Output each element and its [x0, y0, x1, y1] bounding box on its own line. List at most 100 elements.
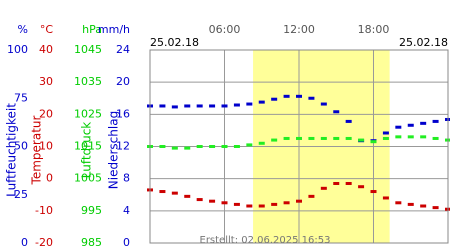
data-point — [209, 145, 216, 148]
data-point — [159, 190, 166, 194]
y-tick-label: 10 — [39, 140, 53, 153]
data-point — [159, 145, 166, 148]
data-point — [382, 196, 389, 200]
data-point — [432, 119, 439, 123]
y-tick-label: 24 — [116, 43, 130, 56]
x-tick-label: 06:00 — [209, 23, 241, 36]
data-point — [308, 194, 315, 198]
data-point — [407, 202, 414, 206]
data-point — [246, 102, 253, 106]
data-point — [382, 136, 389, 140]
data-point — [196, 198, 203, 202]
data-point — [333, 181, 340, 185]
data-point — [320, 136, 327, 140]
y-tick-label: 30 — [39, 75, 53, 88]
data-point — [221, 145, 228, 148]
plot-border — [149, 49, 449, 244]
data-point — [196, 104, 203, 108]
y-tick-label: -10 — [35, 204, 53, 217]
data-point — [296, 136, 302, 140]
data-point — [258, 100, 265, 104]
data-point — [345, 119, 352, 123]
data-point — [221, 201, 228, 205]
data-point — [171, 105, 178, 109]
y-tick-label: 50 — [14, 140, 28, 153]
data-point — [233, 103, 240, 107]
data-point — [345, 181, 352, 185]
x-tick-label: 12:00 — [283, 23, 315, 36]
data-point — [233, 202, 240, 206]
data-point — [184, 104, 191, 108]
data-point — [159, 104, 166, 108]
y-tick-label: 1045 — [74, 43, 102, 56]
data-point — [320, 186, 327, 190]
data-point — [171, 146, 178, 150]
data-point — [283, 136, 290, 140]
data-point — [333, 136, 340, 140]
data-point — [184, 146, 191, 150]
data-point — [395, 201, 402, 205]
y-tick-label: 12 — [116, 140, 130, 153]
credit: Erstellt: 02.06.2025 16:53 — [200, 235, 331, 246]
axis-title: Niederschlag — [107, 111, 121, 189]
data-point — [184, 194, 191, 198]
data-point — [382, 131, 389, 135]
data-point — [420, 204, 427, 208]
y-tick-label: -20 — [35, 236, 53, 249]
x-tick-label: 18:00 — [358, 23, 390, 36]
y-tick-label: 995 — [81, 204, 102, 217]
axis-unit: % — [18, 23, 28, 36]
data-point — [308, 96, 315, 100]
data-point — [271, 138, 278, 142]
data-point — [271, 202, 278, 206]
data-point — [395, 125, 402, 129]
date-right: 25.02.18 — [399, 36, 448, 49]
date-left: 25.02.18 — [150, 36, 199, 49]
data-point — [420, 135, 427, 139]
data-point — [358, 138, 365, 142]
data-point — [432, 206, 439, 210]
y-tick-label: 985 — [81, 236, 102, 249]
data-point — [296, 199, 302, 203]
data-point — [296, 94, 302, 98]
y-tick-label: 1025 — [74, 107, 102, 120]
data-point — [407, 123, 414, 127]
data-point — [171, 191, 178, 195]
data-point — [221, 104, 228, 108]
y-tick-label: 100 — [7, 43, 28, 56]
y-tick-label: 8 — [123, 172, 130, 185]
y-tick-label: 4 — [123, 204, 130, 217]
data-point — [420, 121, 427, 125]
data-point — [246, 204, 253, 208]
axis-title: Temperatur — [30, 115, 44, 185]
data-point — [246, 143, 253, 147]
data-point — [283, 201, 290, 205]
y-tick-label: 40 — [39, 43, 53, 56]
data-point — [258, 204, 265, 208]
y-tick-label: 1015 — [74, 140, 102, 153]
y-tick-label: 0 — [46, 172, 53, 185]
data-point — [308, 136, 315, 140]
data-point — [432, 136, 439, 140]
data-point — [283, 94, 290, 98]
data-point — [370, 190, 377, 194]
y-tick-label: 0 — [21, 236, 28, 249]
y-tick-label: 0 — [123, 236, 130, 249]
data-point — [271, 97, 278, 101]
data-point — [209, 104, 216, 108]
data-point — [333, 110, 340, 114]
axis-unit: °C — [40, 23, 54, 36]
data-point — [233, 145, 240, 148]
data-point — [258, 141, 265, 145]
data-point — [358, 185, 365, 189]
data-point — [209, 199, 216, 203]
data-point — [196, 145, 203, 148]
y-tick-label: 1005 — [74, 172, 102, 185]
y-tick-label: 25 — [14, 188, 28, 201]
data-point — [345, 136, 352, 140]
axis-title: Luftfeuchtigkeit — [5, 103, 19, 197]
y-tick-label: 75 — [14, 91, 28, 104]
axis-unit: mm/h — [98, 23, 130, 36]
data-point — [320, 102, 327, 106]
